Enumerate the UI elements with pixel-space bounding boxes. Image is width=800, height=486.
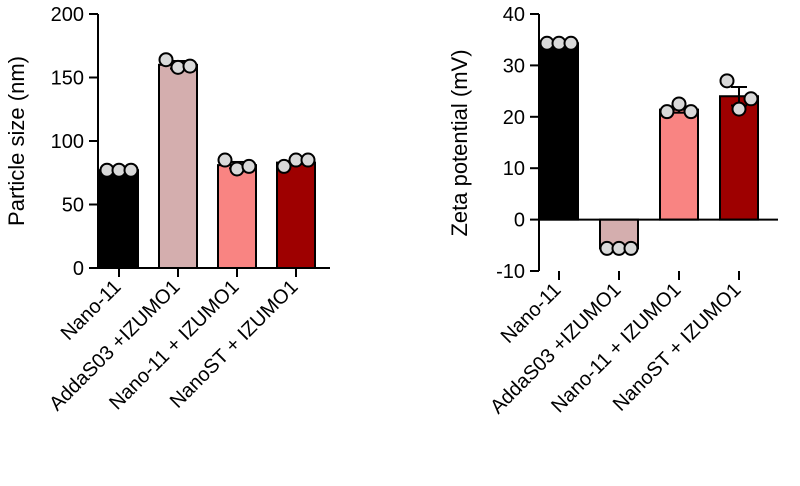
size-bar-3 bbox=[217, 164, 257, 270]
size-y-tick-label-1: 50 bbox=[62, 195, 84, 217]
size-point-2-1 bbox=[158, 52, 174, 68]
size-point-3-1 bbox=[217, 152, 233, 168]
size-point-2-3 bbox=[182, 58, 198, 74]
zeta-point-4-1 bbox=[719, 73, 735, 89]
size-point-4-3 bbox=[300, 152, 316, 168]
zeta-y-tick-label-4: 30 bbox=[503, 55, 525, 77]
size-point-4-1 bbox=[276, 158, 292, 174]
zeta-point-1-3 bbox=[563, 35, 579, 51]
size-y-axis-title: Particle size (nm) bbox=[4, 56, 29, 226]
zeta-point-4-2 bbox=[731, 101, 747, 117]
zeta-y-tick-label-1: 0 bbox=[514, 210, 525, 232]
size-bar-1 bbox=[99, 169, 139, 270]
size-y-tick-label-4: 200 bbox=[51, 4, 84, 26]
size-y-tick-label-3: 150 bbox=[51, 68, 84, 90]
size-point-3-2 bbox=[229, 161, 245, 177]
zeta-point-3-3 bbox=[683, 104, 699, 120]
zeta-y-tick-label-0: -10 bbox=[496, 261, 525, 283]
size-y-tick-label-0: 0 bbox=[73, 258, 84, 280]
zeta-bar-3 bbox=[659, 108, 699, 221]
zeta-y-tick-label-5: 40 bbox=[503, 4, 525, 26]
size-bar-4 bbox=[276, 161, 316, 269]
zeta-bar-1 bbox=[539, 42, 579, 221]
size-y-tick-label-2: 100 bbox=[51, 131, 84, 153]
zeta-y-tick-label-3: 20 bbox=[503, 107, 525, 129]
zeta-point-3-2 bbox=[671, 96, 687, 112]
zeta-y-axis-title: Zeta potential (mV) bbox=[447, 49, 472, 236]
size-point-2-2 bbox=[170, 59, 186, 75]
size-bar-2 bbox=[158, 63, 198, 269]
zeta-point-2-3 bbox=[623, 240, 639, 256]
zeta-point-3-1 bbox=[659, 104, 675, 120]
size-point-3-3 bbox=[241, 158, 257, 174]
zeta-point-4-3 bbox=[743, 91, 759, 107]
size-point-1-3 bbox=[123, 162, 139, 178]
zeta-y-tick-label-2: 10 bbox=[503, 158, 525, 180]
